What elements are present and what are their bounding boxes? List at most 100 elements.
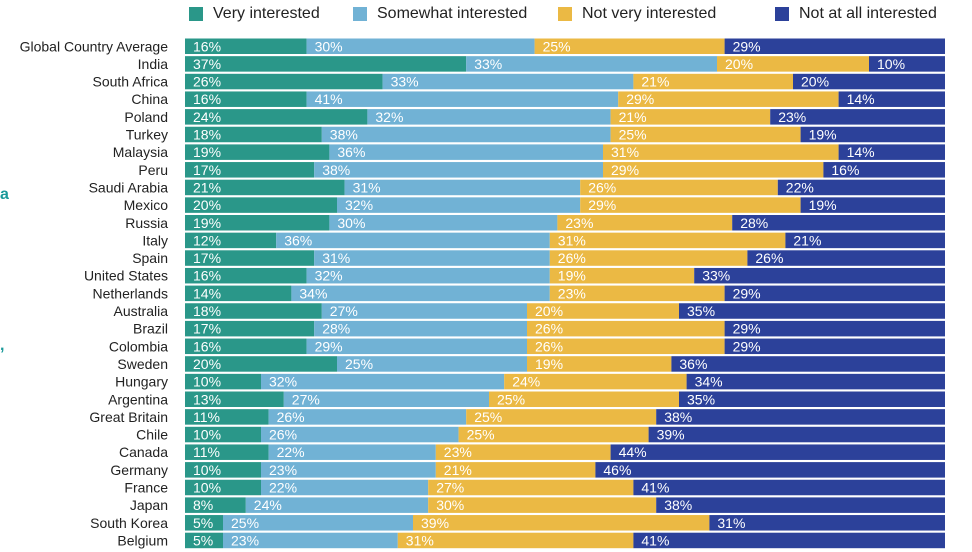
bar-somewhat-japan xyxy=(245,497,429,513)
value-label-very-mexico: 20% xyxy=(193,197,221,213)
value-label-notatall-germany: 46% xyxy=(603,462,631,478)
bar-notatall-sweden xyxy=(671,356,945,372)
category-label-poland: Poland xyxy=(124,109,168,125)
value-label-notvery-france: 27% xyxy=(436,480,464,496)
bar-somewhat-south-korea xyxy=(223,515,413,531)
bar-notatall-malaysia xyxy=(838,144,945,160)
value-label-notvery-united-states: 19% xyxy=(558,268,586,284)
value-label-notatall-united-states: 33% xyxy=(702,268,730,284)
bar-somewhat-india xyxy=(466,56,717,72)
bar-very-turkey xyxy=(185,126,322,143)
value-label-notvery-russia: 23% xyxy=(565,215,593,231)
value-label-very-sweden: 20% xyxy=(193,356,221,372)
category-label-spain: Spain xyxy=(132,250,168,266)
bar-very-china xyxy=(185,91,307,107)
bar-notatall-chile xyxy=(648,426,945,443)
value-label-very-south-africa: 26% xyxy=(193,74,221,90)
legend-label-notatall: Not at all interested xyxy=(799,5,937,22)
value-label-somewhat-turkey: 38% xyxy=(330,127,358,143)
value-label-notvery-south-africa: 21% xyxy=(641,74,669,90)
legend-item-somewhat-interested: Somewhat interested xyxy=(353,4,527,24)
bar-notvery-saudi-arabia xyxy=(580,179,778,196)
value-label-somewhat-spain: 31% xyxy=(322,250,350,266)
value-label-notvery-south-korea: 39% xyxy=(421,515,449,531)
bar-somewhat-argentina xyxy=(283,391,489,407)
bar-very-great-britain xyxy=(185,409,269,425)
value-label-notvery-chile: 25% xyxy=(467,427,495,443)
category-label-france: France xyxy=(124,480,168,496)
bar-very-mexico xyxy=(185,197,337,213)
category-label-south-africa: South Africa xyxy=(93,74,169,90)
bar-somewhat-great-britain xyxy=(268,409,467,425)
value-label-very-russia: 19% xyxy=(193,215,221,231)
category-label-germany: Germany xyxy=(110,462,168,478)
cropped-edge-mark-bottom: , xyxy=(0,337,5,354)
value-label-notatall-malaysia: 14% xyxy=(847,144,875,160)
value-label-notvery-argentina: 25% xyxy=(497,391,525,407)
bar-very-india xyxy=(185,56,467,72)
value-label-notatall-hungary: 34% xyxy=(695,374,723,390)
value-label-somewhat-belgium: 23% xyxy=(231,532,259,548)
value-label-somewhat-netherlands: 34% xyxy=(299,285,327,301)
bar-very-netherlands xyxy=(185,285,292,302)
bar-very-france xyxy=(185,479,261,496)
bar-notatall-global-country-average xyxy=(724,38,945,54)
value-label-notatall-italy: 21% xyxy=(793,232,821,248)
value-label-very-hungary: 10% xyxy=(193,374,221,390)
value-label-somewhat-argentina: 27% xyxy=(292,391,320,407)
bar-notatall-mexico xyxy=(800,197,945,213)
bar-notvery-argentina xyxy=(489,391,679,407)
bar-very-poland xyxy=(185,109,368,125)
value-label-very-netherlands: 14% xyxy=(193,285,221,301)
value-label-notatall-mexico: 19% xyxy=(809,197,837,213)
bar-notvery-canada xyxy=(435,444,611,460)
bar-notatall-saudi-arabia xyxy=(777,179,945,196)
value-label-notvery-malaysia: 31% xyxy=(611,144,639,160)
legend: Very interested Somewhat interested Not … xyxy=(0,4,972,24)
value-label-notatall-saudi-arabia: 22% xyxy=(786,179,814,195)
value-label-notatall-sweden: 36% xyxy=(679,356,707,372)
value-label-notvery-japan: 30% xyxy=(436,497,464,513)
bar-somewhat-mexico xyxy=(337,197,581,213)
bar-notvery-russia xyxy=(557,215,733,231)
value-label-notatall-poland: 23% xyxy=(778,109,806,125)
bar-notvery-hungary xyxy=(504,373,687,390)
bar-very-hungary xyxy=(185,373,261,390)
bar-notvery-poland xyxy=(610,109,771,125)
bar-somewhat-peru xyxy=(314,162,603,178)
bar-notatall-italy xyxy=(785,232,945,249)
bar-somewhat-brazil xyxy=(314,320,527,337)
bar-notatall-poland xyxy=(770,109,945,125)
category-label-canada: Canada xyxy=(119,444,168,460)
value-label-notvery-belgium: 31% xyxy=(406,532,434,548)
category-label-peru: Peru xyxy=(138,162,168,178)
bar-very-chile xyxy=(185,426,261,443)
bar-very-malaysia xyxy=(185,144,330,160)
category-label-great-britain: Great Britain xyxy=(89,409,168,425)
category-label-mexico: Mexico xyxy=(124,197,169,213)
bar-somewhat-netherlands xyxy=(291,285,550,302)
value-label-notatall-netherlands: 29% xyxy=(733,285,761,301)
bar-somewhat-saudi-arabia xyxy=(344,179,581,196)
category-label-malaysia: Malaysia xyxy=(113,144,168,160)
value-label-very-united-states: 16% xyxy=(193,268,221,284)
value-label-notvery-sweden: 19% xyxy=(535,356,563,372)
value-label-notatall-brazil: 29% xyxy=(733,321,761,337)
bar-notatall-peru xyxy=(823,162,945,178)
bar-notatall-russia xyxy=(732,215,945,231)
value-label-notatall-peru: 16% xyxy=(831,162,859,178)
bar-notvery-peru xyxy=(603,162,824,178)
value-label-somewhat-south-korea: 25% xyxy=(231,515,259,531)
category-label-china: China xyxy=(131,91,168,107)
bar-very-belgium xyxy=(185,532,223,549)
bar-notvery-netherlands xyxy=(549,285,725,302)
value-label-notvery-italy: 31% xyxy=(558,232,586,248)
bar-somewhat-malaysia xyxy=(329,144,603,160)
bar-somewhat-canada xyxy=(268,444,436,460)
bar-notvery-japan xyxy=(428,497,657,513)
bar-very-canada xyxy=(185,444,269,460)
bar-notatall-germany xyxy=(595,462,945,478)
value-label-notvery-netherlands: 23% xyxy=(558,285,586,301)
value-label-somewhat-saudi-arabia: 31% xyxy=(353,179,381,195)
